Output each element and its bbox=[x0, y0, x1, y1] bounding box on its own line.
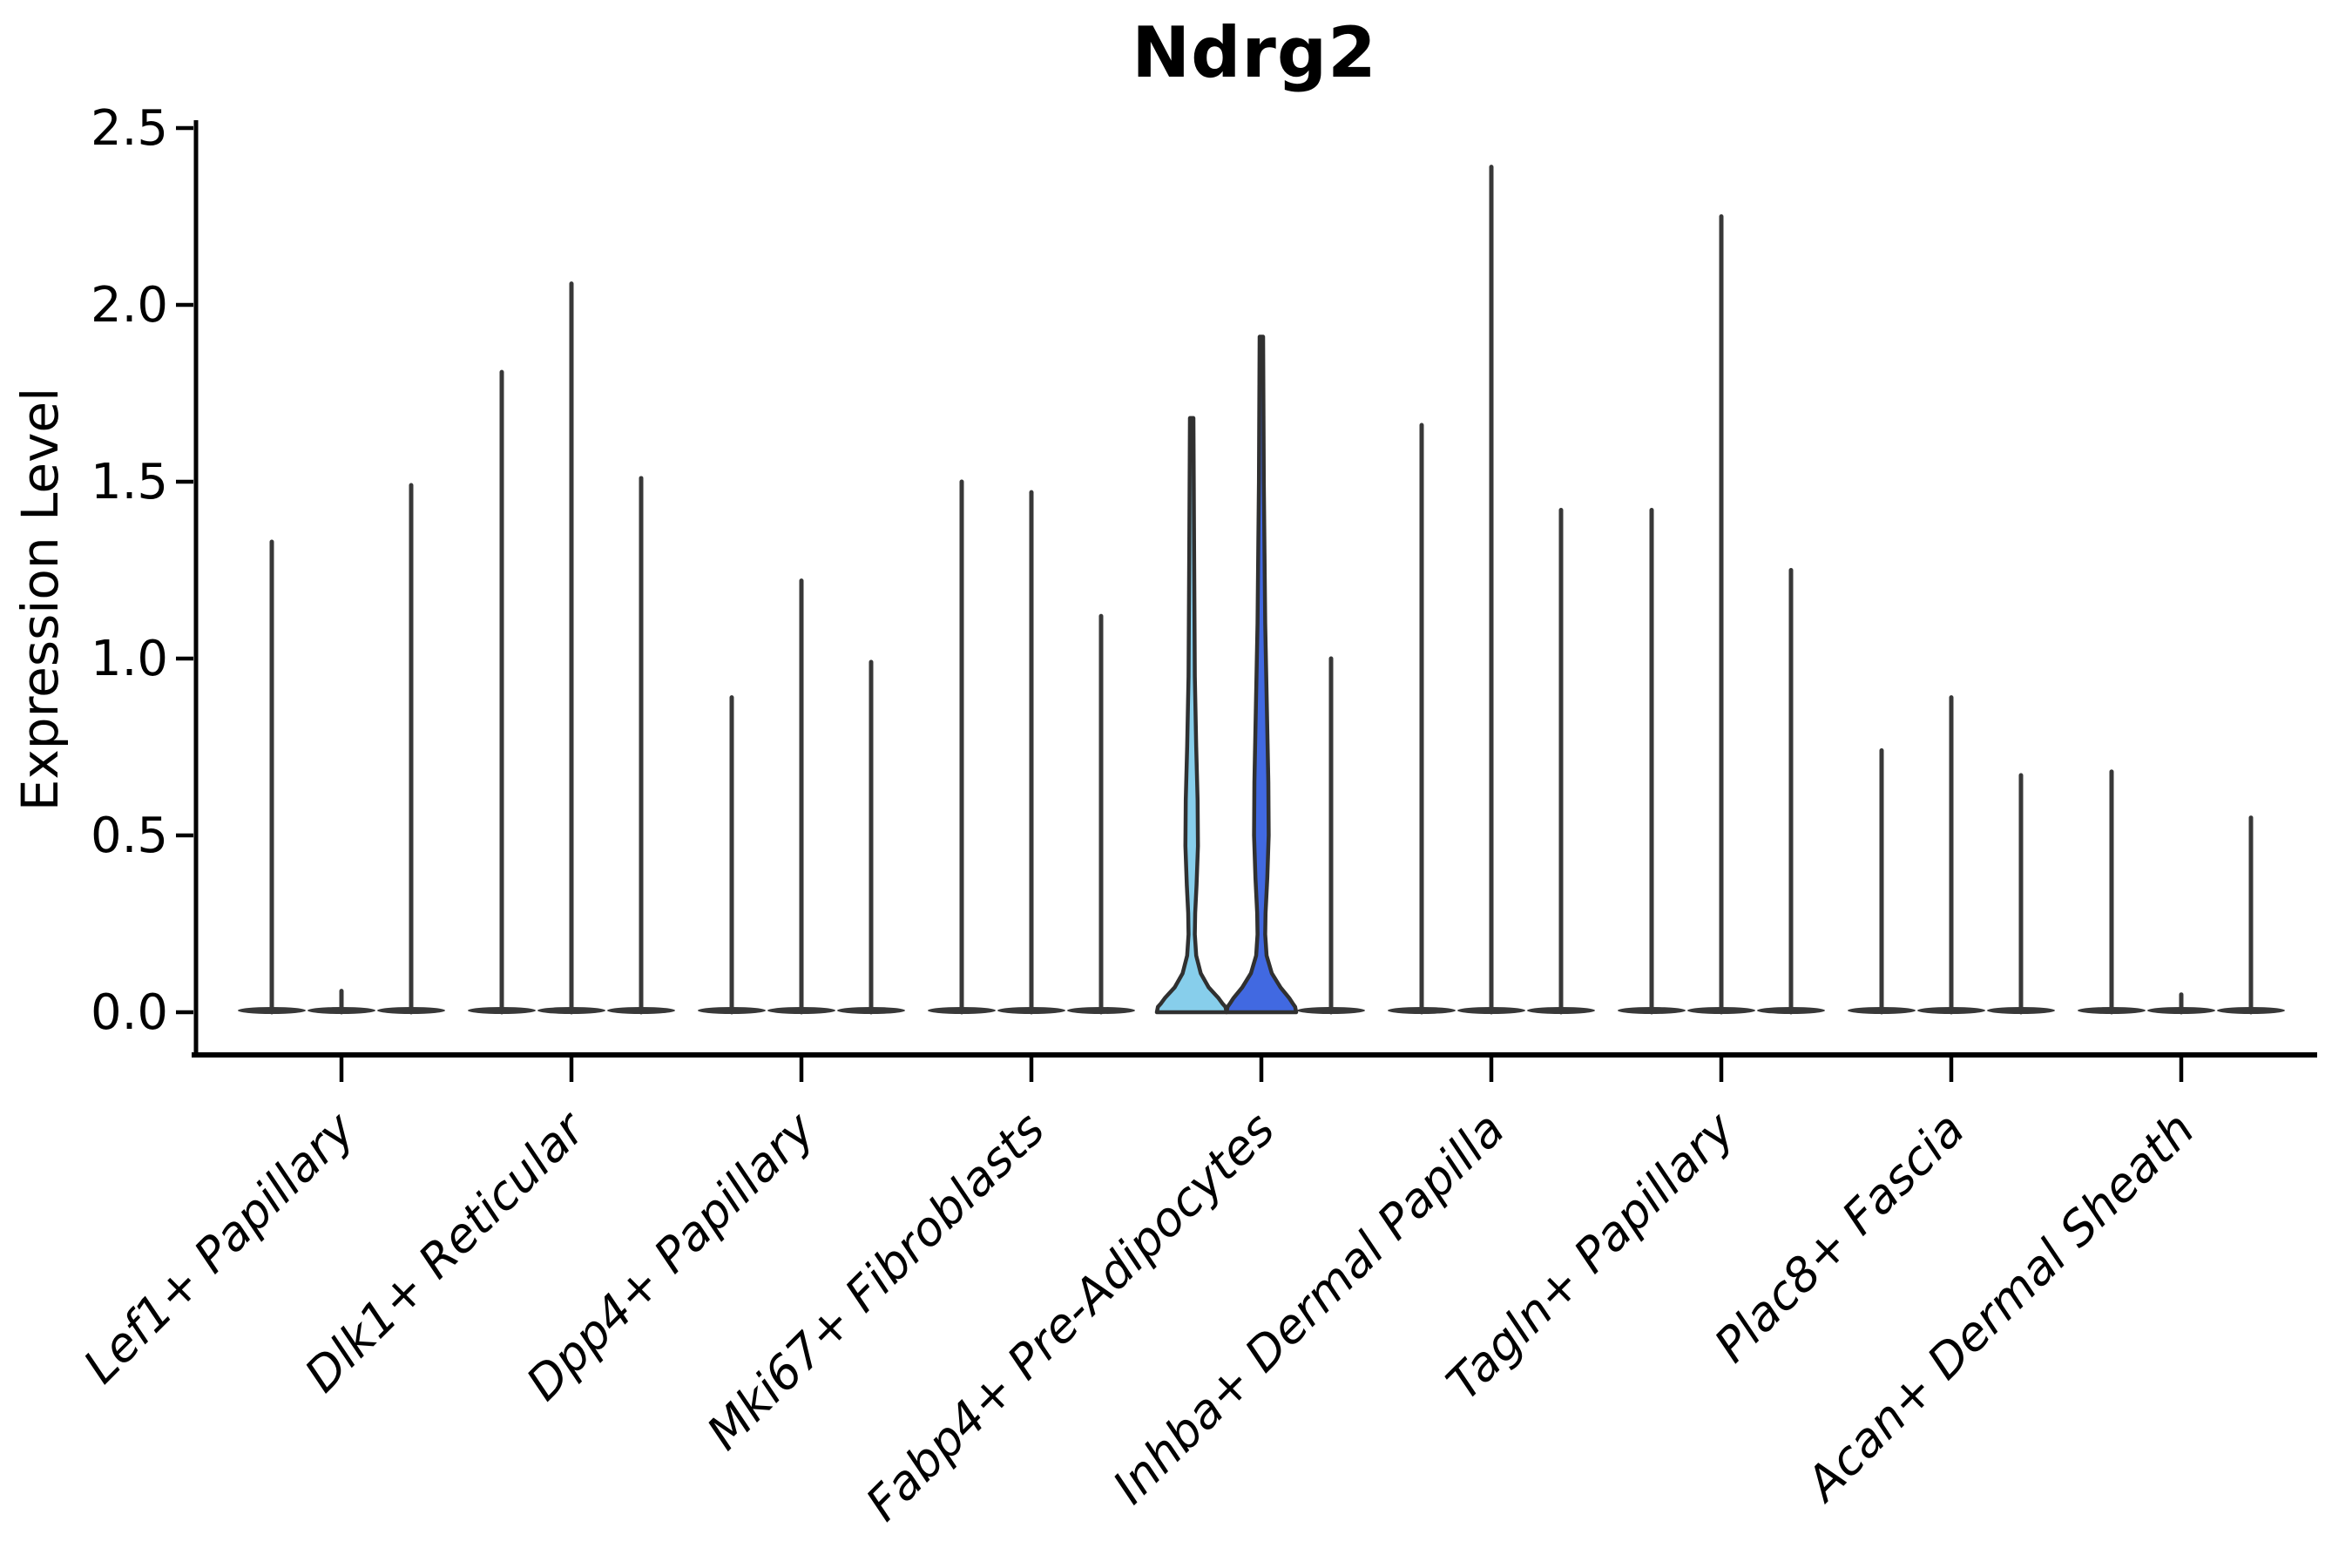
y-tick-label: 0.0 bbox=[91, 984, 168, 1041]
y-tick-label: 2.5 bbox=[91, 100, 168, 157]
x-axis bbox=[192, 1052, 2317, 1058]
y-tick-label: 1.5 bbox=[91, 454, 168, 510]
x-tick-label: Acan+ Dermal Sheath bbox=[1794, 1102, 2205, 1513]
x-tick-label: Fabp4+ Pre-Adipocytes bbox=[855, 1102, 1285, 1531]
x-tick-label: Plac8+ Fascia bbox=[1704, 1102, 1975, 1373]
y-tick-label: 1.0 bbox=[91, 631, 168, 687]
plot-title: Ndrg2 bbox=[1132, 12, 1377, 93]
x-tick-label: Inhba+ Dermal Papilla bbox=[1102, 1102, 1515, 1515]
y-tick-label: 0.5 bbox=[91, 808, 168, 864]
violin-filled bbox=[1154, 416, 1229, 1015]
y-axis bbox=[193, 120, 199, 1058]
violin-filled bbox=[1224, 335, 1299, 1015]
y-tick-label: 2.0 bbox=[91, 277, 168, 334]
y-axis-title: Expression Level bbox=[10, 388, 70, 811]
